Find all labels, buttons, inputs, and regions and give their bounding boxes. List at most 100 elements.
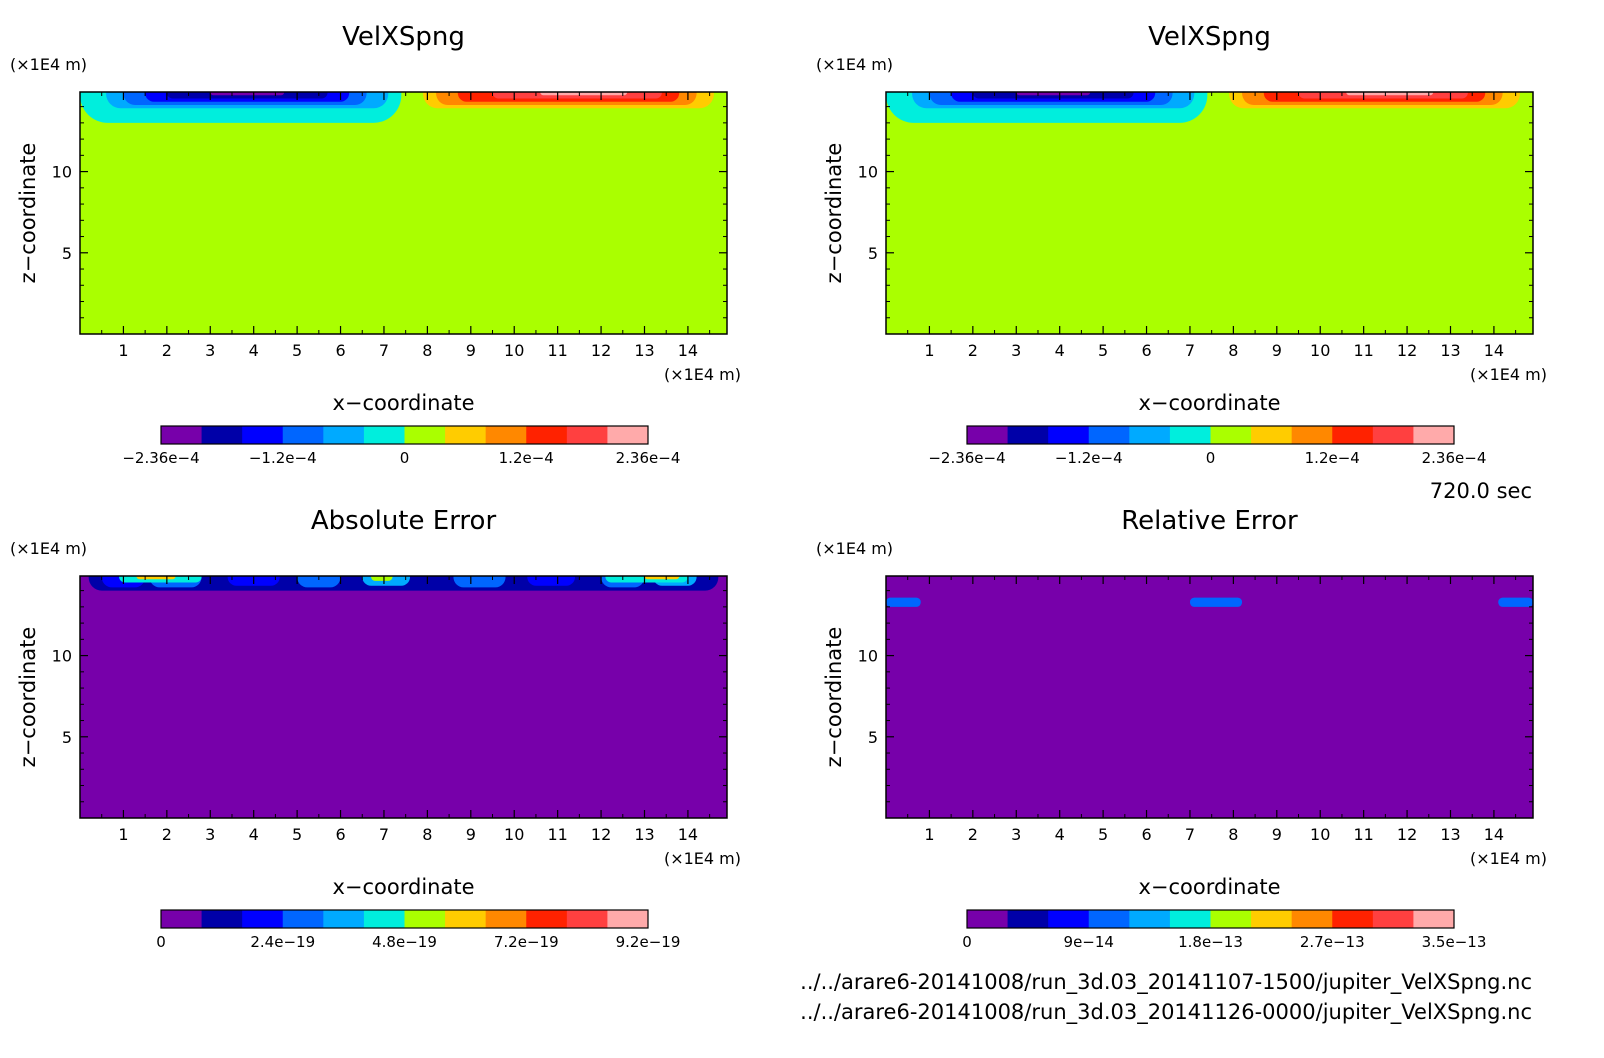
x-tick-label: 9 <box>1272 341 1282 360</box>
colorbar-tick-label: 9e−14 <box>1064 933 1114 951</box>
colorbar-tick-label: 4.8e−19 <box>372 933 437 951</box>
colorbar-tick-label: 2.4e−19 <box>250 933 315 951</box>
x-tick-label: 7 <box>379 825 389 844</box>
colorbar-segment <box>445 910 487 928</box>
colorbar-segment <box>201 910 243 928</box>
x-tick-label: 8 <box>422 341 432 360</box>
x-tick-label: 4 <box>1055 825 1065 844</box>
colorbar-tick-label: 9.2e−19 <box>616 933 681 951</box>
x-tick-label: 4 <box>249 341 259 360</box>
colorbar-segment <box>526 910 568 928</box>
colorbar-segment <box>282 426 324 444</box>
panel-3: Absolute Error(×1E4 m)1 2 3 4 5 6 7 8 9 10 11 12 13 1… <box>10 506 741 951</box>
x-tick-label: 2 <box>968 341 978 360</box>
x-tick-label: 9 <box>1272 825 1282 844</box>
x-tick-label: 10 <box>504 341 524 360</box>
x-tick-label: 14 <box>678 825 698 844</box>
colorbar-segment <box>161 910 203 928</box>
x-tick-label: 4 <box>249 825 259 844</box>
contour-region <box>1498 597 1533 607</box>
colorbar-tick-label: 2.7e−13 <box>1300 933 1365 951</box>
contour-region <box>210 92 285 96</box>
colorbar-segment <box>1169 426 1211 444</box>
contour-region <box>297 576 341 588</box>
panel-title: Absolute Error <box>311 506 497 536</box>
x-tick-label: 8 <box>1228 825 1238 844</box>
colorbar-tick-label: 0 <box>400 449 410 467</box>
panel-2: VelXSpng(×1E4 m)1 2 3 4 5 6 7 8 9 10 11 12 13 14510(×… <box>816 22 1547 467</box>
colorbar-segment <box>1129 426 1171 444</box>
colorbar-tick-label: 0 <box>156 933 166 951</box>
panel-title: VelXSpng <box>1148 22 1271 52</box>
x-tick-label: 2 <box>162 825 172 844</box>
colorbar-tick-label: 2.36e−4 <box>1422 449 1487 467</box>
colorbar-tick-label: −1.2e−4 <box>1055 449 1123 467</box>
x-tick-label: 5 <box>292 825 302 844</box>
x-tick-label: 8 <box>1228 341 1238 360</box>
colorbar-segment <box>485 426 527 444</box>
z-tick-label: 10 <box>52 163 72 182</box>
colorbar-tick-label: 3.5e−13 <box>1422 933 1487 951</box>
x-tick-label: 13 <box>1440 341 1460 360</box>
z-unit-label: (×1E4 m) <box>816 55 893 74</box>
x-tick-label: 9 <box>466 341 476 360</box>
x-tick-label: 4 <box>1055 341 1065 360</box>
plot-area <box>886 576 1533 818</box>
z-tick-label: 5 <box>868 244 878 263</box>
x-tick-label: 12 <box>1397 825 1417 844</box>
colorbar-segment <box>363 426 405 444</box>
colorbar-segment <box>323 910 365 928</box>
colorbar-segment <box>1413 910 1455 928</box>
contour-region <box>370 576 393 581</box>
x-tick-label: 10 <box>1310 825 1330 844</box>
plot-frame <box>79 91 728 335</box>
x-tick-label: 1 <box>118 825 128 844</box>
x-tick-label: 11 <box>1353 825 1373 844</box>
field-background <box>80 92 727 334</box>
colorbar-tick-label: −1.2e−4 <box>249 449 317 467</box>
colorbar-segment <box>1048 426 1090 444</box>
x-tick-label: 5 <box>292 341 302 360</box>
colorbar-segment <box>1007 426 1049 444</box>
colorbar-segment <box>1372 426 1414 444</box>
colorbar-segment <box>1129 910 1171 928</box>
x-unit-label: (×1E4 m) <box>1470 849 1547 868</box>
colorbar-segment <box>404 910 446 928</box>
z-unit-label: (×1E4 m) <box>10 539 87 558</box>
x-tick-label: 11 <box>547 825 567 844</box>
x-tick-label: 2 <box>968 825 978 844</box>
file-path-2: ../../arare6-20141008/run_3d.03_20141126… <box>800 1000 1532 1025</box>
colorbar-segment <box>282 910 324 928</box>
plot-frame <box>79 575 728 819</box>
x-tick-label: 14 <box>1484 341 1504 360</box>
x-tick-label: 1 <box>924 341 934 360</box>
colorbar-segment <box>1291 426 1333 444</box>
x-tick-label: 6 <box>335 341 345 360</box>
y-axis-label: z−coordinate <box>16 627 40 768</box>
colorbar-frame <box>160 425 649 445</box>
x-tick-label: 2 <box>162 341 172 360</box>
colorbar-segment <box>1210 910 1252 928</box>
z-tick-label: 10 <box>52 647 72 666</box>
x-tick-label: 5 <box>1098 341 1108 360</box>
x-tick-label: 11 <box>547 341 567 360</box>
colorbar-tick-label: 1.2e−4 <box>499 449 554 467</box>
colorbar-segment <box>242 910 284 928</box>
z-unit-label: (×1E4 m) <box>816 539 893 558</box>
x-tick-label: 13 <box>1440 825 1460 844</box>
x-tick-label: 6 <box>1141 825 1151 844</box>
colorbar-tick-label: 2.36e−4 <box>616 449 681 467</box>
colorbar-segment <box>323 426 365 444</box>
x-tick-label: 12 <box>591 341 611 360</box>
colorbar-segment <box>566 910 608 928</box>
panel-1: VelXSpng(×1E4 m)1 2 3 4 5 6 7 8 9 10 11 12 13 14510(×… <box>10 22 741 467</box>
plot-area <box>80 92 727 334</box>
x-axis-label: x−coordinate <box>332 875 474 899</box>
x-tick-label: 8 <box>422 825 432 844</box>
x-tick-label: 1 <box>118 341 128 360</box>
colorbar-segment <box>526 426 568 444</box>
colorbar-segment <box>967 910 1009 928</box>
x-unit-label: (×1E4 m) <box>1470 365 1547 384</box>
x-axis-label: x−coordinate <box>332 391 474 415</box>
colorbar-tick-label: 1.8e−13 <box>1178 933 1243 951</box>
